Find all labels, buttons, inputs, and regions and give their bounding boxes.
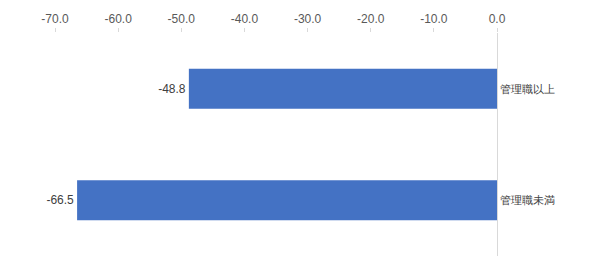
svg-text:-60.0: -60.0	[104, 12, 132, 26]
svg-text:管理職未満: 管理職未満	[500, 194, 555, 207]
svg-text:管理職以上: 管理職以上	[500, 83, 555, 96]
svg-text:-48.8: -48.8	[158, 82, 186, 96]
svg-text:-70.0: -70.0	[41, 12, 69, 26]
svg-text:-40.0: -40.0	[231, 12, 259, 26]
svg-text:0.0: 0.0	[489, 12, 506, 26]
svg-text:-66.5: -66.5	[46, 193, 74, 207]
svg-text:-20.0: -20.0	[357, 12, 385, 26]
svg-text:-30.0: -30.0	[294, 12, 322, 26]
svg-text:-50.0: -50.0	[168, 12, 196, 26]
svg-text:-10.0: -10.0	[420, 12, 448, 26]
